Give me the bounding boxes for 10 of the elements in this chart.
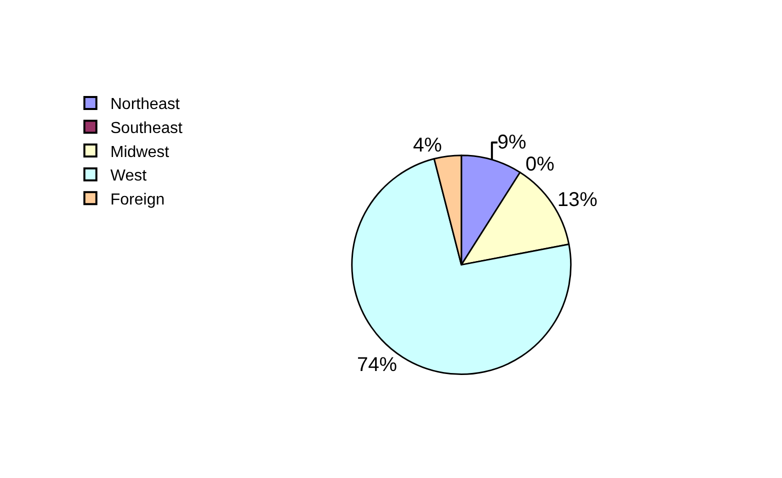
data-label: 4% — [413, 134, 442, 156]
data-label: 13% — [557, 188, 598, 211]
data-label: 74% — [356, 354, 398, 376]
data-label: 9% — [497, 132, 527, 154]
legend-label: Southeast — [110, 120, 183, 137]
legend-label: West — [110, 168, 148, 185]
legend-label: Midwest — [110, 144, 170, 161]
legend-label: Foreign — [110, 191, 165, 208]
legend-label: Northeast — [110, 96, 180, 114]
text: 0% — [526, 154, 554, 176]
